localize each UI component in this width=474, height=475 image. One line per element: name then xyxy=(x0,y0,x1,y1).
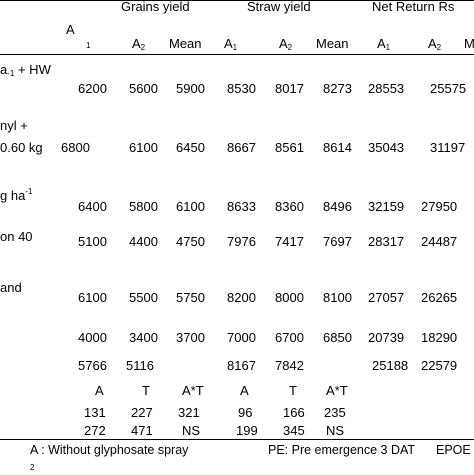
cell: 27950 xyxy=(421,199,458,214)
stats-head: A xyxy=(240,383,249,398)
footnote-pe: PE: Pre emergence 3 DAT xyxy=(268,443,416,457)
cell: 4750 xyxy=(176,234,205,249)
cell: 5500 xyxy=(129,290,158,305)
stats-cell: 345 xyxy=(283,423,305,438)
row-label-5: and xyxy=(0,280,22,295)
row-label-4: on 40 xyxy=(0,229,33,244)
cell: 3700 xyxy=(176,330,205,345)
cell: 3400 xyxy=(129,330,158,345)
col-a2-straw-header: A2 xyxy=(279,36,293,52)
stats-head: A*T xyxy=(182,383,204,398)
cell: 6400 xyxy=(78,199,107,214)
stats-head: T xyxy=(289,383,297,398)
col-a1-subscript: 1 xyxy=(86,41,91,50)
header-bottom-rule xyxy=(0,54,474,55)
cell: 22579 xyxy=(421,358,458,373)
cell: 8667 xyxy=(227,140,256,155)
stats-cell: 199 xyxy=(236,423,258,438)
cell: 4000 xyxy=(78,330,107,345)
row-label-2b: 0.60 kg xyxy=(0,140,43,155)
cell: 5750 xyxy=(176,290,205,305)
cell: 24487 xyxy=(421,234,458,249)
col-a1-net-header: A1 xyxy=(377,36,391,52)
stats-head: T xyxy=(142,383,150,398)
col-a2-header: A2 xyxy=(132,36,146,52)
cell: 7976 xyxy=(227,234,256,249)
cell: 8017 xyxy=(275,81,304,96)
footnote-a-subscript: 2 xyxy=(30,463,35,472)
cell: 25575 xyxy=(430,81,467,96)
stats-cell: 235 xyxy=(324,405,346,420)
col-mean-header: Mean xyxy=(169,36,202,51)
cell: 6850 xyxy=(323,330,352,345)
cell: 8273 xyxy=(323,81,352,96)
cell: 6100 xyxy=(129,140,158,155)
cell: 8360 xyxy=(275,199,304,214)
col-mean2-header: Mean xyxy=(316,36,349,51)
cell: 32159 xyxy=(368,199,405,214)
cell: 25188 xyxy=(372,358,409,373)
cell: 7417 xyxy=(275,234,304,249)
cell: 8200 xyxy=(227,290,256,305)
cell: 6800 xyxy=(61,140,90,155)
cell: 20739 xyxy=(368,330,405,345)
header-straw-yield: Straw yield xyxy=(247,0,311,14)
stats-cell: 227 xyxy=(131,405,153,420)
cell: 8167 xyxy=(227,358,256,373)
cell: 18290 xyxy=(421,330,458,345)
cell: 8561 xyxy=(275,140,304,155)
cell: 8633 xyxy=(227,199,256,214)
cell: 5600 xyxy=(129,81,158,96)
footnote-epoe: EPOE xyxy=(436,443,471,457)
cell: 5766 xyxy=(78,358,107,373)
cell: 7697 xyxy=(323,234,352,249)
cell: 5116 xyxy=(126,358,154,373)
header-net-return: Net Return Rs xyxy=(372,0,455,14)
cell: 5900 xyxy=(176,81,205,96)
stats-cell: NS xyxy=(326,423,345,438)
cell: 28317 xyxy=(368,234,405,249)
cell: 7000 xyxy=(227,330,256,345)
row-label-2a: nyl + xyxy=(0,118,28,133)
header-grains-yield: Grains yield xyxy=(121,0,190,14)
cell: 8100 xyxy=(323,290,352,305)
cell: 26265 xyxy=(421,290,458,305)
cell: 5800 xyxy=(129,199,158,214)
cell: 8496 xyxy=(323,199,352,214)
row-label-1: a-1 + HW xyxy=(0,62,51,78)
col-a1-straw-header: A1 xyxy=(224,36,238,52)
cell: 5100 xyxy=(78,234,107,249)
stats-cell: 272 xyxy=(84,423,106,438)
col-a1-header: A xyxy=(66,22,75,37)
stats-head: A*T xyxy=(326,383,348,398)
cell: 6450 xyxy=(176,140,205,155)
stats-cell: 321 xyxy=(178,405,200,420)
stats-cell: 131 xyxy=(84,405,106,420)
stats-head: A xyxy=(95,383,104,398)
stats-cell: NS xyxy=(182,423,201,438)
table-top-rule xyxy=(0,0,474,1)
cell: 28553 xyxy=(368,81,405,96)
cell: 31197 xyxy=(430,140,466,155)
cell: 4400 xyxy=(129,234,158,249)
stats-cell: 471 xyxy=(131,423,153,438)
cell: 6700 xyxy=(275,330,304,345)
footnote-a: A : Without glyphosate spray xyxy=(30,443,189,457)
stats-cell: 96 xyxy=(238,405,253,420)
cell: 7842 xyxy=(275,358,304,373)
col-mean-net-header: M xyxy=(464,36,474,51)
cell: 6200 xyxy=(78,81,107,96)
cell: 8000 xyxy=(275,290,304,305)
col-a2-net-header: A2 xyxy=(428,36,442,52)
row-label-3: g ha-1 xyxy=(0,187,33,203)
stats-cell: 166 xyxy=(283,405,305,420)
cell: 27057 xyxy=(368,290,405,305)
cell: 6100 xyxy=(78,290,107,305)
table-bottom-rule xyxy=(0,439,474,440)
cell: 8614 xyxy=(323,140,352,155)
cell: 35043 xyxy=(368,140,405,155)
cell: 8530 xyxy=(227,81,256,96)
cell: 6100 xyxy=(176,199,205,214)
